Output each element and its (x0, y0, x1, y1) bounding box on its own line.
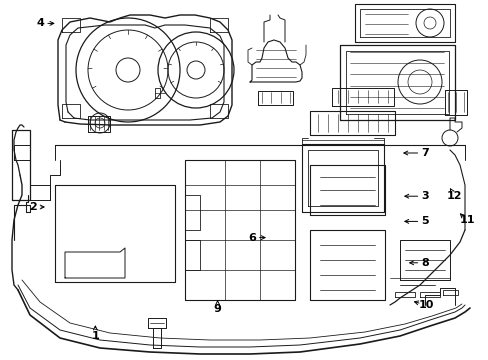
Text: 8: 8 (421, 258, 428, 268)
Text: 10: 10 (418, 300, 433, 310)
Text: 7: 7 (421, 148, 428, 158)
Text: 2: 2 (29, 202, 37, 212)
Text: 9: 9 (213, 304, 221, 314)
Text: 1: 1 (91, 330, 99, 341)
Text: 11: 11 (458, 215, 474, 225)
Text: 3: 3 (421, 191, 428, 201)
Text: 6: 6 (247, 233, 255, 243)
Text: 5: 5 (421, 216, 428, 226)
Text: 12: 12 (446, 191, 462, 201)
Text: 4: 4 (36, 18, 44, 28)
